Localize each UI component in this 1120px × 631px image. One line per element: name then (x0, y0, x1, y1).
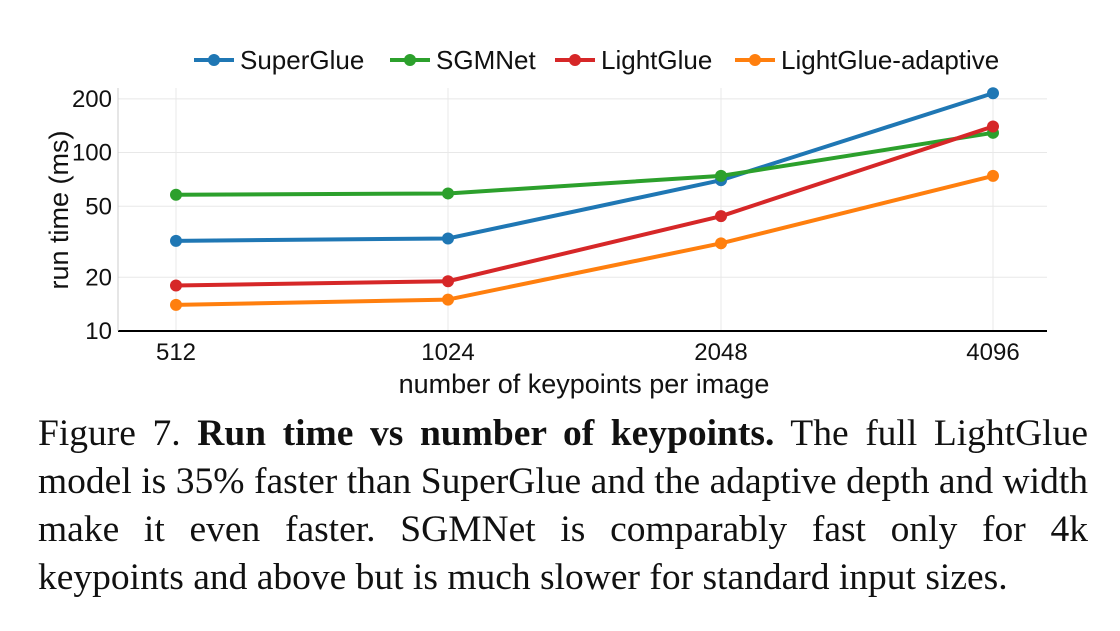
lightglue-line (175, 124, 994, 288)
legend-label-lightglue: LightGlue (601, 45, 712, 75)
legend-label-lightglue-adaptive: LightGlue-adaptive (781, 45, 999, 75)
legend: SuperGlue SGMNet LightGlue LightGlue-adapti… (194, 45, 999, 75)
y-tick-label: 20 (85, 264, 112, 291)
sgmnet-line (175, 130, 994, 197)
caption-body: The full LightGlue model is 35% faster t… (38, 413, 1088, 598)
y-tick-label: 200 (72, 86, 112, 113)
x-axis-title: number of keypoints per image (399, 369, 770, 399)
y-tick-label: 50 (85, 193, 112, 220)
x-tick-labels: 512 1024 2048 4096 (156, 339, 1020, 366)
x-tick-label: 512 (156, 339, 196, 366)
y-axis-title: run time (ms) (44, 130, 74, 289)
run-time-chart: 10 20 50 100 200 512 1024 2048 4096 run time (m… (44, 45, 1047, 399)
lightglue-point (715, 210, 727, 223)
y-tick-labels: 10 20 50 100 200 (72, 86, 112, 345)
sgmnet-point (170, 188, 182, 201)
y-tick-label: 10 (85, 318, 112, 345)
legend-label-sgmnet: SGMNet (436, 45, 536, 75)
legend-label-superglue: SuperGlue (240, 45, 364, 75)
lightglue-adaptive-point (442, 293, 454, 306)
legend-marker-sgmnet (404, 54, 416, 66)
caption-bold-title: Run time vs number of keypoints. (197, 413, 775, 454)
grid-lines (118, 88, 1047, 331)
sgmnet-point (715, 169, 727, 182)
figure-caption: Figure 7. Run time vs number of keypoint… (38, 410, 1088, 602)
superglue-point (987, 87, 999, 100)
superglue-point (442, 232, 454, 245)
lightglue-point (170, 279, 182, 292)
superglue-line (175, 91, 994, 243)
legend-marker-lightglue-adaptive (749, 54, 761, 66)
legend-marker-lightglue (569, 54, 581, 66)
lightglue-adaptive-line (175, 173, 994, 307)
sgmnet-point (442, 187, 454, 200)
y-tick-label: 100 (72, 140, 112, 167)
series-layer (170, 87, 999, 311)
lightglue-adaptive-point (715, 237, 727, 250)
axes (117, 88, 1047, 332)
lightglue-adaptive-point (987, 169, 999, 182)
lightglue-point (442, 275, 454, 288)
lightglue-point (987, 120, 999, 133)
superglue-point (170, 234, 182, 247)
x-tick-label: 2048 (694, 339, 747, 366)
lightglue-adaptive-point (170, 298, 182, 311)
x-tick-label: 4096 (966, 339, 1019, 366)
x-tick-label: 1024 (421, 339, 474, 366)
caption-figure-label: Figure 7. (38, 413, 181, 454)
legend-marker-superglue (208, 54, 220, 66)
